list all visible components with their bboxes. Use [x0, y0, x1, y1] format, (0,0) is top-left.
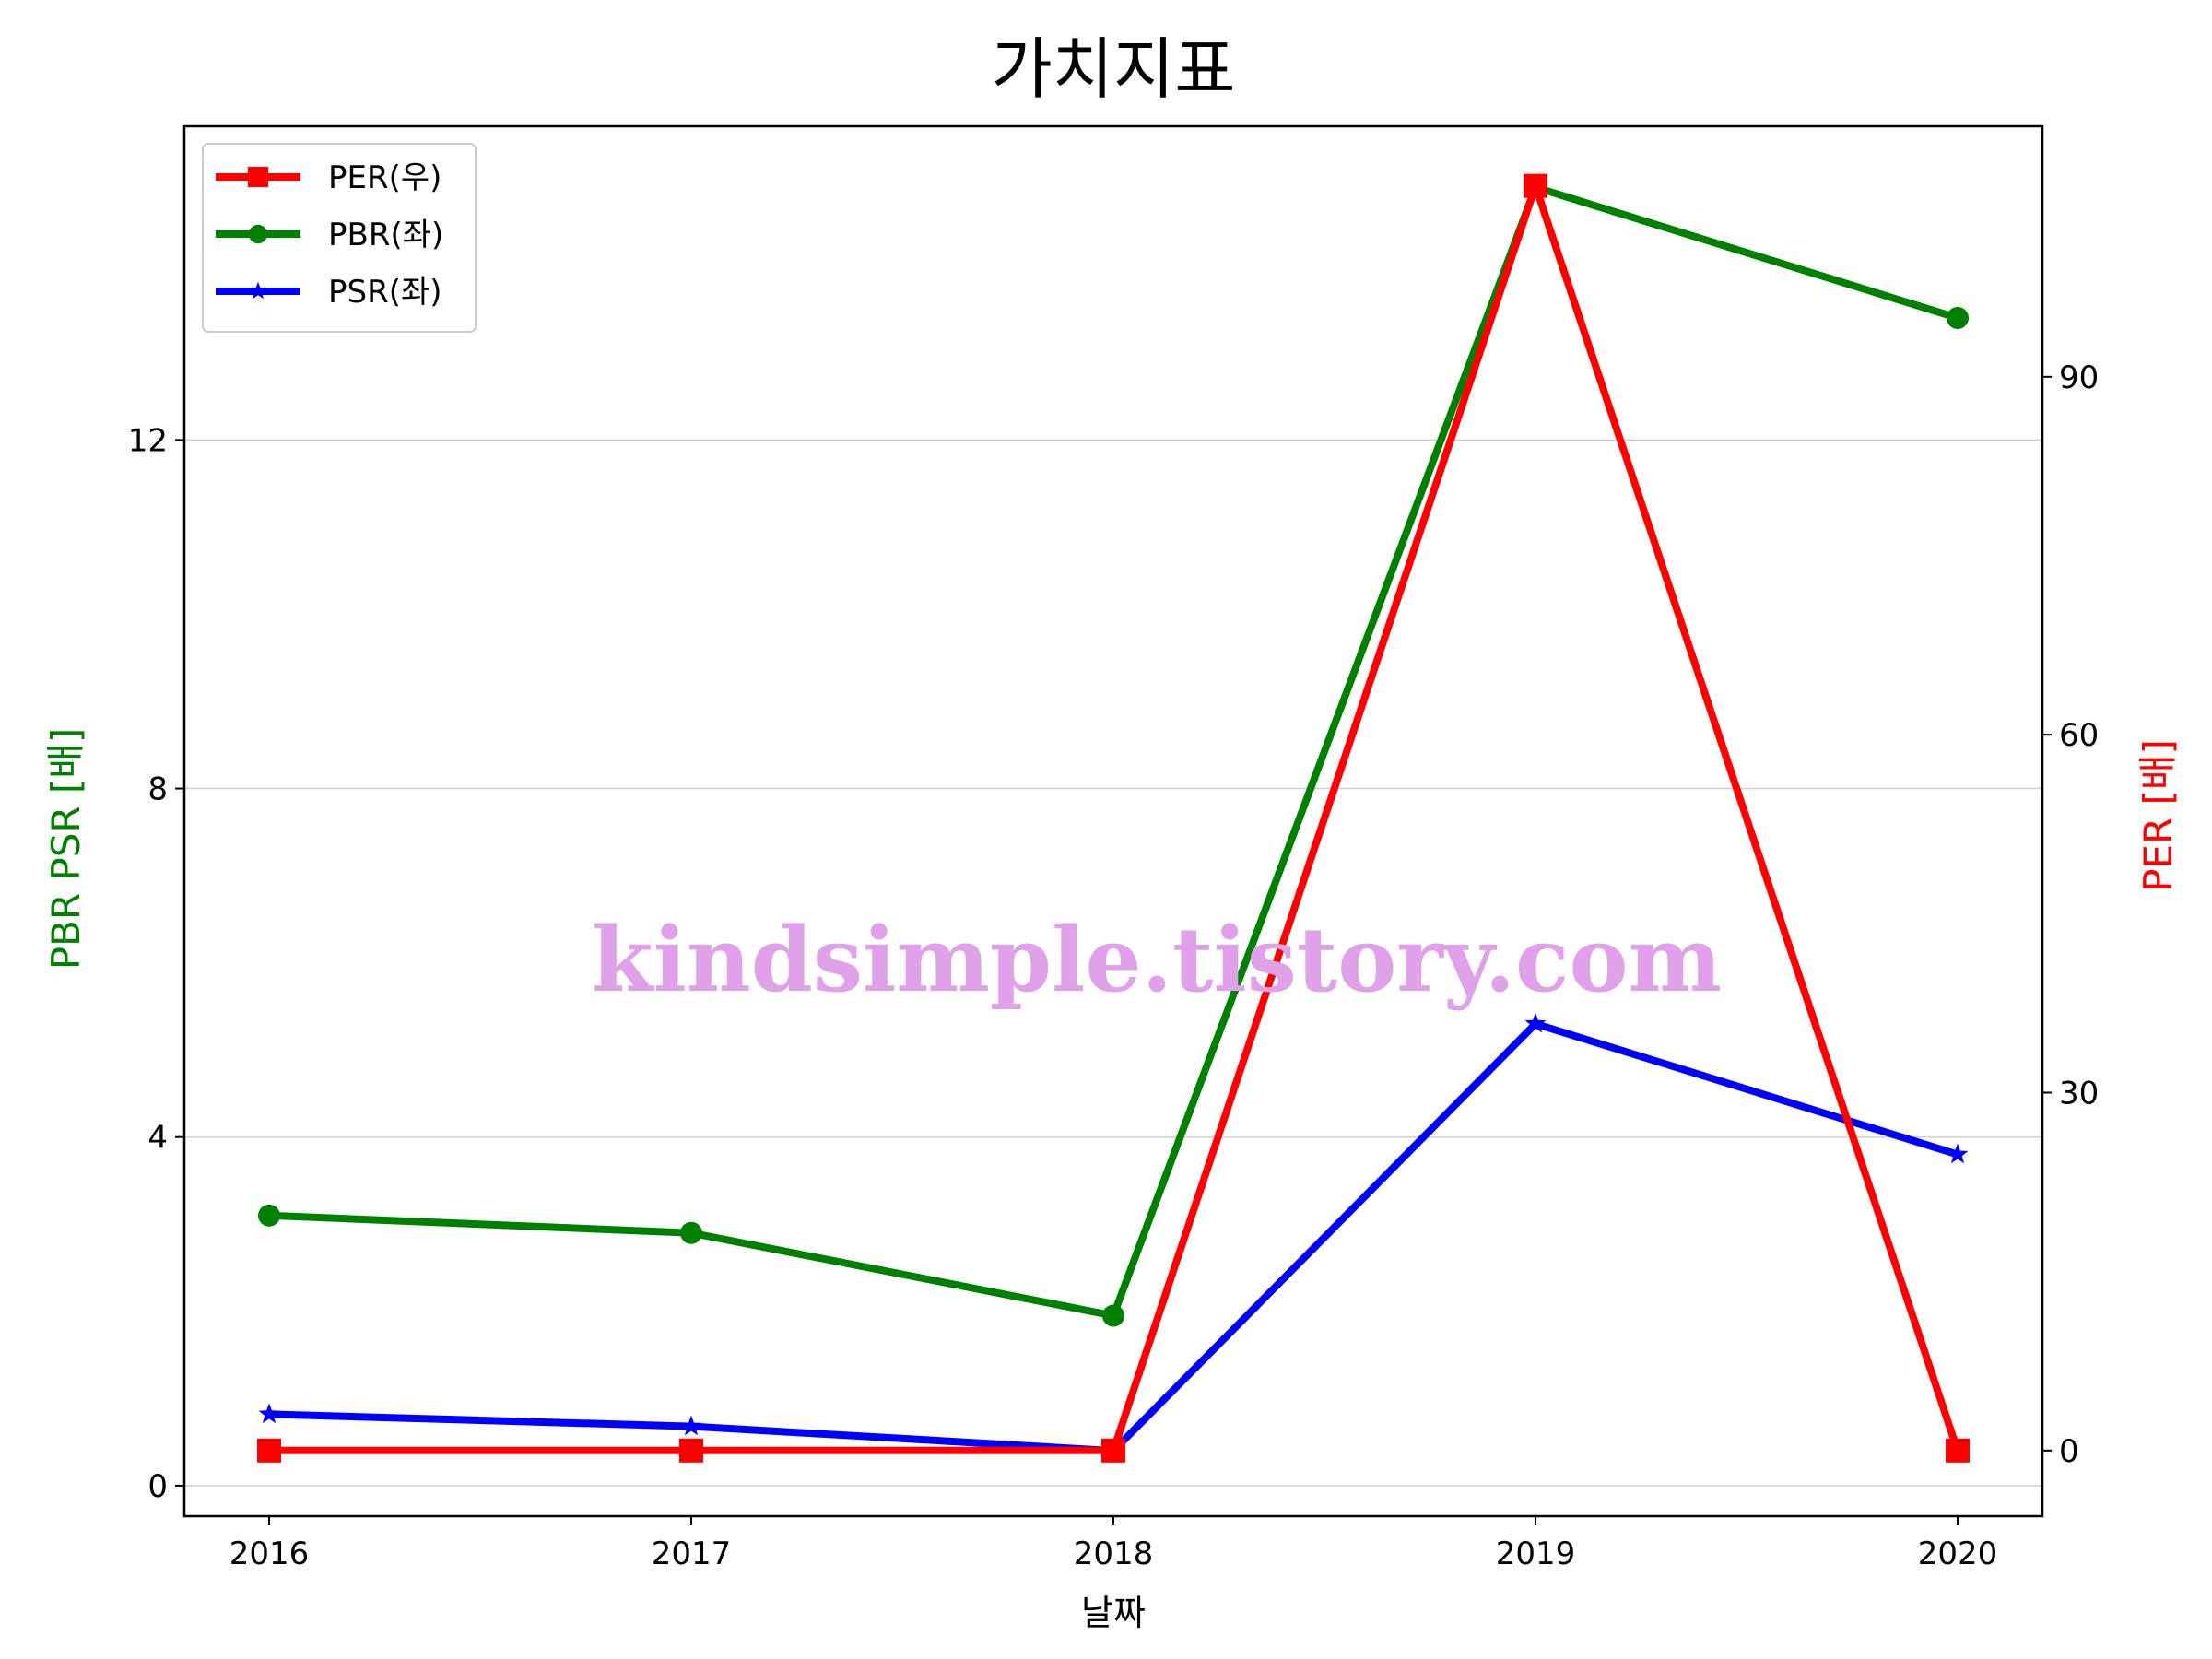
right-y-tick-label: 0 [2059, 1433, 2079, 1470]
pbr-point [1102, 1304, 1124, 1327]
legend-marker-per [247, 166, 269, 188]
per-line [265, 182, 1961, 1454]
right-y-tick-label: 30 [2059, 1075, 2099, 1112]
legend-box [202, 143, 477, 333]
legend-marker-pbr [248, 224, 268, 244]
right-y-tick-label: 60 [2059, 717, 2099, 754]
chart-title: 가치지표 [992, 30, 1236, 108]
legend-label-pbr: PBR(좌) [328, 217, 443, 253]
watermark-text: kindsimple.tistory.com [592, 908, 1722, 1012]
series-layer [257, 173, 1970, 1463]
pbr-point [258, 1204, 280, 1227]
psr-point [1524, 1012, 1547, 1033]
per-point [257, 1438, 281, 1463]
x-tick-label: 2018 [1074, 1535, 1154, 1572]
per-point [1524, 173, 1547, 198]
legend-label-psr: PSR(좌) [328, 274, 442, 311]
per-point [1101, 1438, 1125, 1463]
psr-point [1947, 1143, 1969, 1164]
left-y-tick-label: 12 [128, 422, 168, 459]
pbr-line [265, 183, 1961, 1320]
left-y-tick-label: 4 [147, 1120, 168, 1157]
left-y-tick-label: 0 [147, 1468, 168, 1505]
pbr-point [680, 1221, 702, 1244]
pbr-series [258, 176, 1969, 1327]
x-tick-label: 2019 [1496, 1535, 1576, 1572]
legend-label-per: PER(우) [328, 159, 441, 196]
per-point [679, 1438, 703, 1463]
right-y-axis-label: PER [배] [2136, 739, 2181, 892]
x-tick-label: 2017 [652, 1535, 732, 1572]
psr-series [258, 1012, 1969, 1460]
grid-layer [184, 439, 2042, 1487]
per-point [1946, 1438, 1970, 1463]
x-tick-label: 2020 [1918, 1535, 1998, 1572]
left-y-tick-label: 8 [147, 771, 168, 808]
legend-marker-psr [249, 281, 267, 300]
x-tick-label: 2016 [229, 1535, 310, 1572]
psr-line [265, 1019, 1961, 1455]
psr-point [258, 1403, 280, 1424]
right-y-tick-label: 90 [2059, 359, 2099, 396]
axis-layer: 0 4 8 12 0 30 60 90 2016 2017 2018 2019 2020 [128, 359, 2100, 1572]
left-y-axis-label: PBR PSR [배] [43, 728, 88, 971]
legend: PER(우) PBR(좌) PSR(좌) [202, 143, 477, 333]
per-series [257, 173, 1970, 1463]
x-axis-label: 날짜 [1081, 1593, 1146, 1633]
psr-point [680, 1415, 702, 1436]
pbr-point [1947, 307, 1969, 329]
